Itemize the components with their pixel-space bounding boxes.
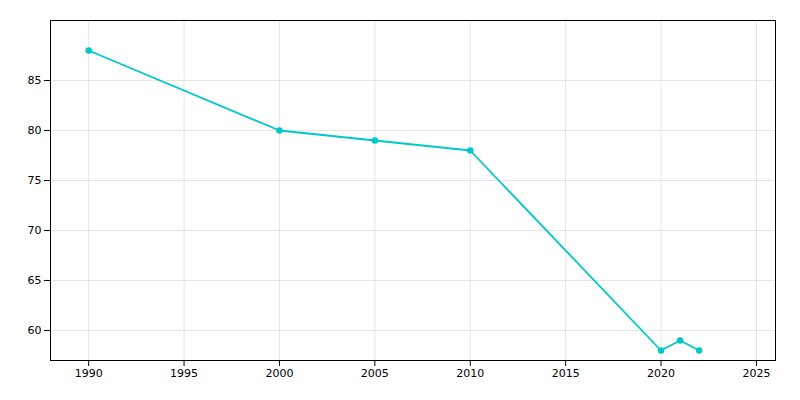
svg-text:65: 65: [28, 274, 42, 287]
svg-text:2000: 2000: [265, 367, 293, 380]
svg-text:85: 85: [28, 74, 42, 87]
svg-text:70: 70: [28, 224, 42, 237]
svg-text:2005: 2005: [361, 367, 389, 380]
svg-text:1995: 1995: [170, 367, 198, 380]
svg-text:2015: 2015: [552, 367, 580, 380]
svg-text:75: 75: [28, 174, 42, 187]
svg-text:1990: 1990: [75, 367, 103, 380]
svg-text:2010: 2010: [456, 367, 484, 380]
svg-text:80: 80: [28, 124, 42, 137]
svg-text:2020: 2020: [647, 367, 675, 380]
svg-text:2025: 2025: [742, 367, 770, 380]
svg-text:60: 60: [28, 324, 42, 337]
